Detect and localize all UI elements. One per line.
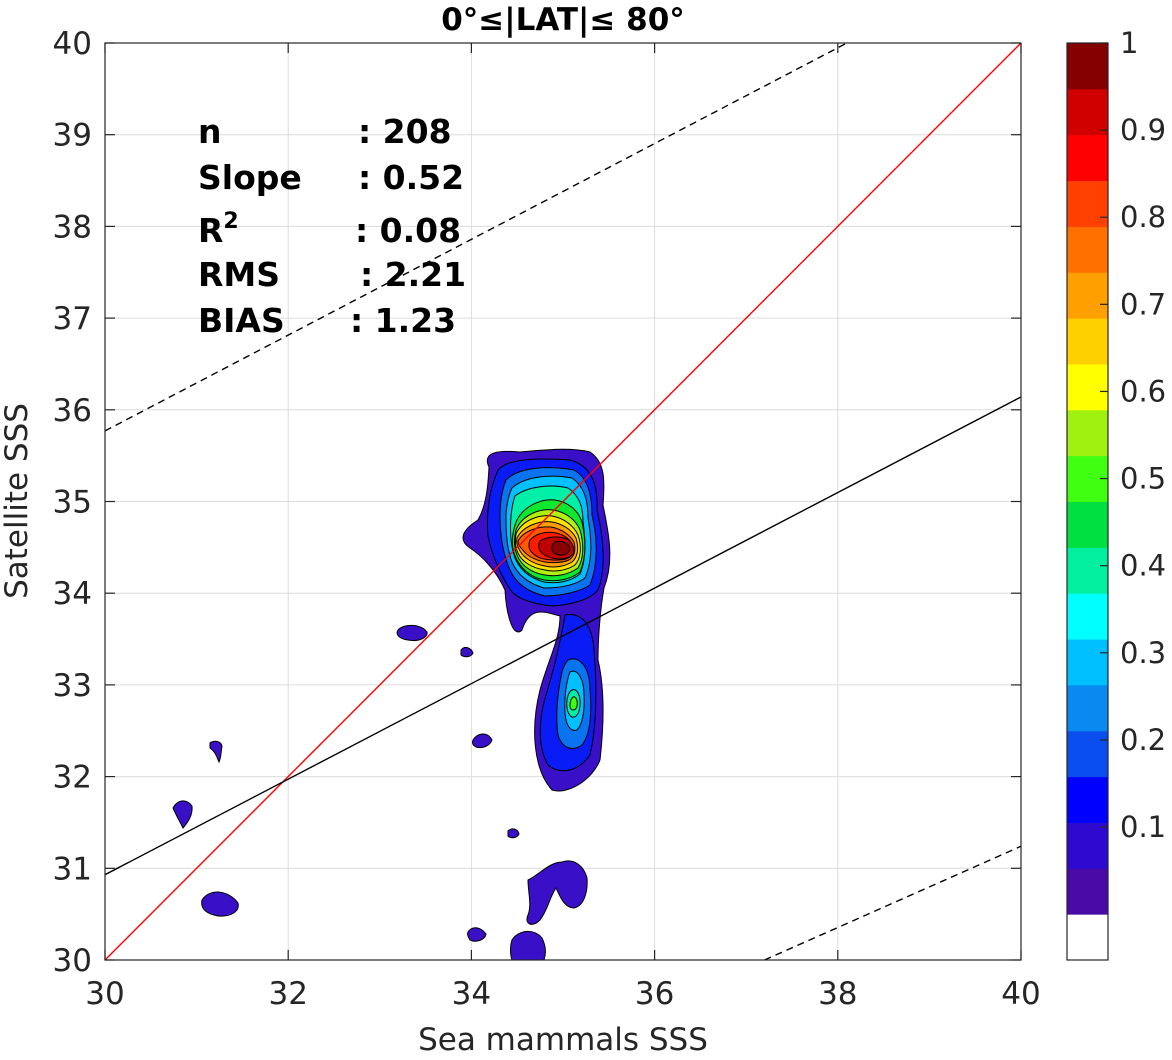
colorbar-tick-label: 0.6 [1120, 374, 1166, 408]
colorbar-segment [1067, 730, 1108, 778]
colorbar-segment [1067, 318, 1108, 365]
colorbar-tick-label: 0.1 [1120, 810, 1166, 844]
blob [471, 733, 493, 749]
colorbar-segment [1067, 134, 1108, 182]
colorbar-tick-label: 0.8 [1120, 200, 1166, 234]
y-axis-label: Satellite SSS [0, 403, 35, 599]
x-axis-label: Sea mammals SSS [418, 1022, 708, 1055]
colorbar-tick-label: 0.9 [1120, 113, 1166, 147]
line-1-1 [105, 43, 1021, 960]
y-tick-label: 35 [53, 485, 92, 521]
colorbar: 0.1 0.2 0.3 0.4 0.5 0.6 0.7 0.8 0.9 1 [1066, 26, 1166, 961]
colorbar-segment [1067, 639, 1108, 686]
stat-label: BIAS [198, 301, 285, 340]
colorbar-segment [1067, 88, 1108, 136]
blob [201, 891, 239, 917]
y-tick-label: 37 [53, 301, 92, 337]
stat-value: : 0.08 [355, 211, 461, 250]
reference-lines [105, 43, 1021, 960]
colorbar-tick-label: 0.5 [1120, 462, 1166, 496]
stat-value: : 2.21 [360, 255, 466, 294]
colorbar-tick-label: 0.2 [1120, 723, 1166, 757]
colorbar-segment [1067, 272, 1108, 319]
colorbar-segment [1067, 914, 1108, 961]
chart-title: 0°≤|LAT|≤ 80° [441, 2, 685, 38]
stat-label: Slope [198, 158, 302, 197]
colorbar-segment [1067, 776, 1108, 823]
ticks: 30 32 34 36 38 40 30 31 32 33 34 35 36 37 38 39 40 [53, 26, 1041, 1012]
colorbar-tick-label: 0.3 [1120, 636, 1166, 670]
colorbar-segment [1067, 501, 1108, 548]
colorbar-segment [1067, 43, 1108, 90]
y-tick-label: 32 [53, 760, 92, 796]
line-fit [105, 396, 1021, 876]
colorbar-tick-label: 0.7 [1120, 287, 1166, 321]
x-tick-label: 38 [818, 976, 857, 1012]
stat-value: : 1.23 [350, 301, 456, 340]
stat-label: n [198, 112, 222, 151]
blob [467, 927, 487, 942]
y-tick-label: 38 [53, 209, 92, 245]
colorbar-tick-label: 1 [1120, 26, 1138, 60]
colorbar-segment [1067, 868, 1108, 915]
colorbar-segment [1067, 226, 1108, 273]
line-lower-bound [764, 845, 1021, 960]
blob [510, 931, 546, 960]
y-tick-label: 36 [53, 393, 92, 429]
y-tick-label: 33 [53, 668, 92, 704]
x-tick-label: 30 [85, 976, 124, 1012]
colorbar-segment [1067, 363, 1108, 411]
y-tick-label: 39 [53, 118, 92, 154]
colorbar-segment [1067, 180, 1108, 227]
colorbar-segment [1067, 547, 1108, 594]
blob [209, 740, 223, 764]
blob [172, 800, 193, 829]
contour-peak [551, 540, 571, 556]
x-tick-label: 34 [452, 976, 491, 1012]
x-tick-label: 40 [1001, 976, 1040, 1012]
stat-superscript: 2 [223, 209, 238, 234]
stat-value: : 208 [358, 112, 452, 151]
y-tick-label: 31 [53, 851, 92, 887]
blob [396, 624, 428, 641]
colorbar-segment [1067, 593, 1108, 640]
colorbar-tick-label: 0.4 [1120, 549, 1166, 583]
y-tick-label: 40 [53, 26, 92, 62]
blob [507, 828, 520, 839]
x-tick-label: 36 [635, 976, 674, 1012]
colorbar-segment [1067, 409, 1108, 457]
tail-level-0.5 [569, 696, 578, 711]
colorbar-segment [1067, 822, 1108, 869]
scattered-blobs [172, 624, 588, 960]
blob [460, 646, 474, 658]
y-tick-label: 30 [53, 943, 92, 979]
line-upper-bound [105, 43, 848, 432]
main-cluster [462, 448, 611, 792]
x-tick-label: 32 [268, 976, 307, 1012]
colorbar-segment [1067, 684, 1108, 732]
colorbar-frame [1066, 42, 1109, 961]
blob [526, 860, 588, 925]
density-contours [172, 448, 611, 960]
stat-label: RMS [198, 255, 280, 294]
stat-value: : 0.52 [358, 158, 464, 197]
y-tick-label: 34 [53, 576, 92, 612]
